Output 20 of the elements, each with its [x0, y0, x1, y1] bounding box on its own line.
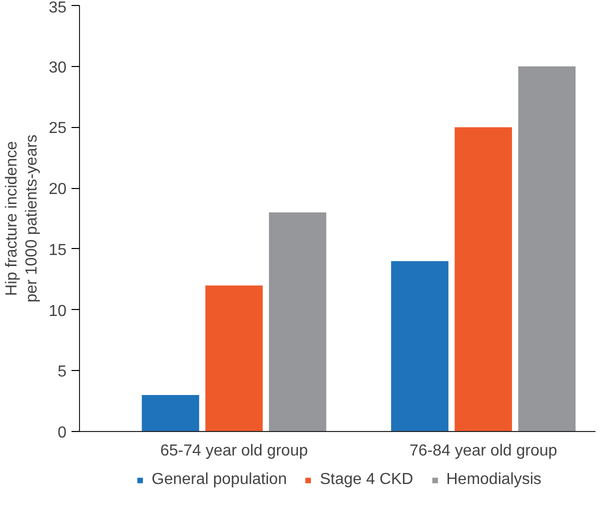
y-tick-label: 35 — [48, 0, 67, 16]
y-tick-label: 20 — [48, 181, 67, 198]
x-tick-label: 65-74 year old group — [160, 442, 308, 460]
y-tick-label: 25 — [48, 120, 67, 138]
legend-label: Hemodialysis — [446, 471, 542, 489]
bar — [518, 66, 576, 432]
bar — [391, 261, 448, 432]
y-tick-label: 5 — [58, 364, 67, 381]
legend-label: Stage 4 CKD — [320, 471, 414, 489]
bar — [268, 212, 326, 432]
bar — [454, 127, 512, 432]
legend-label: General population — [152, 471, 287, 489]
y-tick-label: 15 — [48, 242, 67, 259]
y-tick-label: 30 — [48, 59, 67, 76]
y-tick-label: 0 — [58, 424, 67, 442]
bar — [205, 285, 263, 432]
y-tick-label: 10 — [48, 302, 67, 320]
x-tick-label: 76-84 year old group — [410, 442, 558, 460]
bar — [142, 394, 200, 432]
y-axis-title: Hip fracture incidence per 1000 patients-years — [3, 134, 41, 303]
